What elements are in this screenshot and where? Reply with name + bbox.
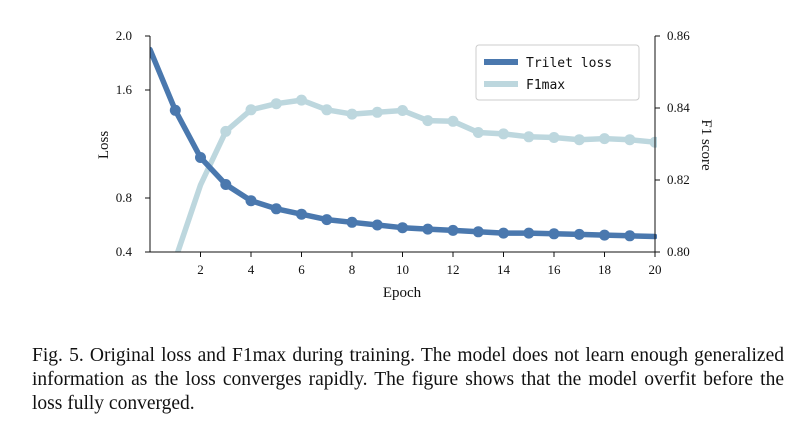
data-point-f1max	[447, 115, 459, 127]
data-point-f1max	[472, 127, 484, 138]
data-point-f1max	[296, 94, 307, 106]
data-point-f1max	[321, 104, 333, 116]
y2-tick-label: 0.86	[667, 28, 690, 43]
x-tick-label: 10	[396, 262, 409, 277]
figure-caption: Fig. 5. Original loss and F1max during t…	[32, 345, 784, 414]
y2-tick-label: 0.84	[667, 100, 690, 115]
x-tick-label: 8	[349, 262, 356, 277]
data-point-f1max	[371, 106, 383, 118]
data-point-trilet-loss	[624, 230, 636, 242]
data-point-trilet-loss	[548, 228, 560, 240]
x-tick-label: 2	[197, 262, 204, 277]
data-point-trilet-loss	[472, 226, 484, 238]
data-point-trilet-loss	[195, 152, 206, 163]
x-tick-label: 12	[447, 262, 460, 277]
data-point-f1max	[422, 115, 434, 127]
y-tick-label: 0.4	[116, 244, 133, 259]
data-point-trilet-loss	[220, 179, 232, 190]
y-tick-label: 2.0	[116, 28, 132, 43]
data-point-trilet-loss	[599, 229, 610, 241]
data-point-f1max	[523, 131, 535, 143]
data-point-f1max	[548, 132, 560, 143]
y-axis-title: Loss	[96, 131, 112, 160]
y2-axis-title: F1 score	[698, 119, 714, 171]
x-tick-label: 20	[649, 262, 662, 277]
x-tick-label: 18	[598, 262, 611, 277]
legend-label: F1max	[526, 78, 565, 93]
data-point-trilet-loss	[169, 104, 181, 116]
data-point-trilet-loss	[296, 208, 307, 220]
x-tick-label: 4	[248, 262, 255, 277]
x-tick-label: 16	[548, 262, 562, 277]
y-tick-label: 0.8	[116, 190, 132, 205]
data-point-f1max	[270, 98, 282, 110]
data-point-trilet-loss	[422, 223, 434, 235]
data-point-f1max	[220, 125, 232, 137]
data-point-f1max	[498, 128, 509, 140]
y2-tick-label: 0.82	[667, 172, 690, 187]
loss-f1-chart: 2 4 6 8 10 12 14 16 18 20 0.4 0.8 1.6 2.0 0.80 0.82 0.84…	[96, 28, 714, 301]
data-point-trilet-loss	[245, 195, 257, 207]
data-point-trilet-loss	[523, 227, 535, 239]
legend: Trilet loss F1max	[475, 44, 640, 101]
data-point-trilet-loss	[397, 222, 408, 234]
data-point-trilet-loss	[346, 216, 358, 228]
data-point-f1max	[573, 134, 585, 146]
data-point-f1max	[346, 108, 358, 120]
x-axis-title: Epoch	[383, 285, 422, 301]
legend-label: Trilet loss	[526, 56, 612, 71]
y-tick-label: 1.6	[116, 82, 133, 97]
data-point-trilet-loss	[498, 227, 509, 239]
data-point-f1max	[599, 133, 610, 145]
x-tick-label: 14	[497, 262, 511, 277]
data-point-trilet-loss	[270, 203, 282, 215]
x-tick-label: 6	[298, 262, 305, 277]
data-point-trilet-loss	[447, 224, 459, 236]
y2-tick-label: 0.80	[667, 244, 690, 259]
data-point-f1max	[397, 105, 408, 116]
data-point-trilet-loss	[321, 214, 333, 226]
data-point-f1max	[624, 134, 636, 146]
data-point-trilet-loss	[573, 228, 585, 240]
data-point-f1max	[245, 104, 257, 116]
data-point-trilet-loss	[371, 219, 383, 231]
